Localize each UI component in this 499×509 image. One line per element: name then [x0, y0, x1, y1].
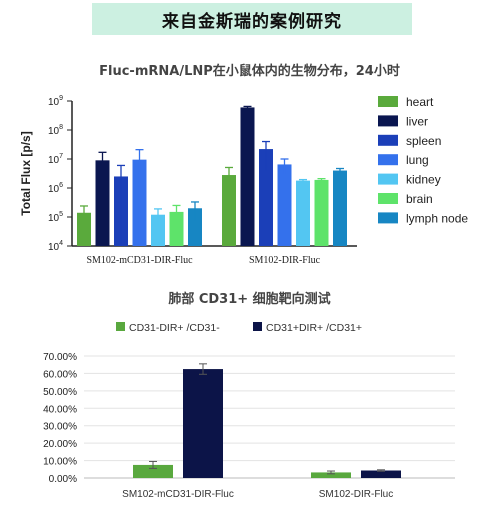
chart1-ytick-label: 104 — [48, 240, 63, 253]
header-banner: 来自金斯瑞的案例研究 — [92, 3, 412, 35]
chart1-ytick-label: 107 — [48, 153, 63, 166]
chart2-legend-label: CD31+DIR+ /CD31+ — [266, 322, 362, 334]
chart1-legend-label: lymph node — [406, 211, 468, 225]
chart2-legend-swatch — [253, 322, 262, 331]
chart1-title: Fluc-mRNA/LNP在小鼠体内的生物分布，24小时 — [99, 64, 400, 79]
chart1-bar-lymph-node — [188, 208, 202, 246]
chart1-bar-lung — [277, 164, 292, 246]
chart2-ytick-label: 40.00% — [43, 404, 77, 415]
chart2-ytick-label: 30.00% — [43, 422, 77, 433]
chart1-ytick-exponent: 7 — [59, 153, 63, 160]
chart2-ytick-label: 50.00% — [43, 387, 77, 398]
chart1-bar-liver — [95, 160, 110, 246]
chart2-ytick-label: 60.00% — [43, 369, 77, 380]
chart1-ytick-label: 109 — [48, 95, 63, 108]
chart1-legend-label: brain — [406, 192, 433, 206]
chart1-ytick-label: 105 — [48, 211, 63, 224]
chart2-ytick-label: 20.00% — [43, 439, 77, 450]
chart1-bar-brain — [314, 179, 329, 246]
chart1-category-label: SM102-DIR-Fluc — [249, 255, 321, 266]
chart1-ylabel: Total Flux [p/s] — [19, 131, 33, 215]
chart2-bar — [133, 464, 173, 478]
chart1-legend-label: lung — [406, 153, 429, 167]
chart1-legend-swatch — [378, 212, 398, 224]
page-title: 来自金斯瑞的案例研究 — [162, 11, 342, 32]
chart1-legend-label: liver — [406, 114, 428, 128]
chart1-ytick-exponent: 6 — [59, 182, 63, 189]
chart1-legend-label: spleen — [406, 134, 441, 148]
chart1-category-label: SM102-mCD31-DIR-Fluc — [86, 255, 193, 266]
chart2-category-label: SM102-mCD31-DIR-Fluc — [122, 489, 234, 500]
chart1-legend-label: heart — [406, 95, 434, 109]
chart1-legend-label: kidney — [406, 173, 441, 187]
chart2-ytick-label: 0.00% — [49, 474, 77, 485]
chart2-bar — [311, 472, 351, 478]
chart1-legend-swatch — [378, 134, 398, 146]
chart1-ytick-label: 106 — [48, 182, 63, 195]
chart1-bar-kidney — [151, 214, 165, 246]
chart1-ytick-exponent: 4 — [59, 240, 63, 247]
chart1-bar-heart — [222, 175, 236, 246]
chart2-bar — [361, 470, 401, 478]
chart1-bar-brain — [169, 211, 184, 246]
chart1-bar-liver — [240, 107, 255, 246]
chart2-legend-swatch — [116, 322, 125, 331]
chart2-bar — [183, 369, 223, 478]
chart1-legend-swatch — [378, 193, 398, 204]
chart2-category-label: SM102-DIR-Fluc — [319, 489, 393, 500]
chart1-bar-heart — [77, 212, 91, 246]
chart1-ytick-exponent: 9 — [59, 95, 63, 102]
chart1-bar-spleen — [259, 149, 273, 246]
chart1-ytick-label: 108 — [48, 124, 63, 137]
chart2-ytick-label: 70.00% — [43, 352, 77, 363]
chart1-ytick-exponent: 8 — [59, 124, 63, 131]
chart2-title: 肺部 CD31+ 细胞靶向测试 — [168, 292, 331, 307]
chart2-legend-label: CD31-DIR+ /CD31- — [129, 322, 220, 334]
chart1-legend-swatch — [378, 173, 398, 185]
chart1-bar-lymph-node — [333, 170, 347, 246]
chart1-ytick-exponent: 5 — [59, 211, 63, 218]
chart1-bar-kidney — [296, 180, 310, 246]
chart1-legend-swatch — [378, 154, 398, 166]
chart2-ytick-label: 10.00% — [43, 457, 77, 468]
chart1-legend-swatch — [378, 96, 398, 107]
chart1-legend-swatch — [378, 115, 398, 127]
